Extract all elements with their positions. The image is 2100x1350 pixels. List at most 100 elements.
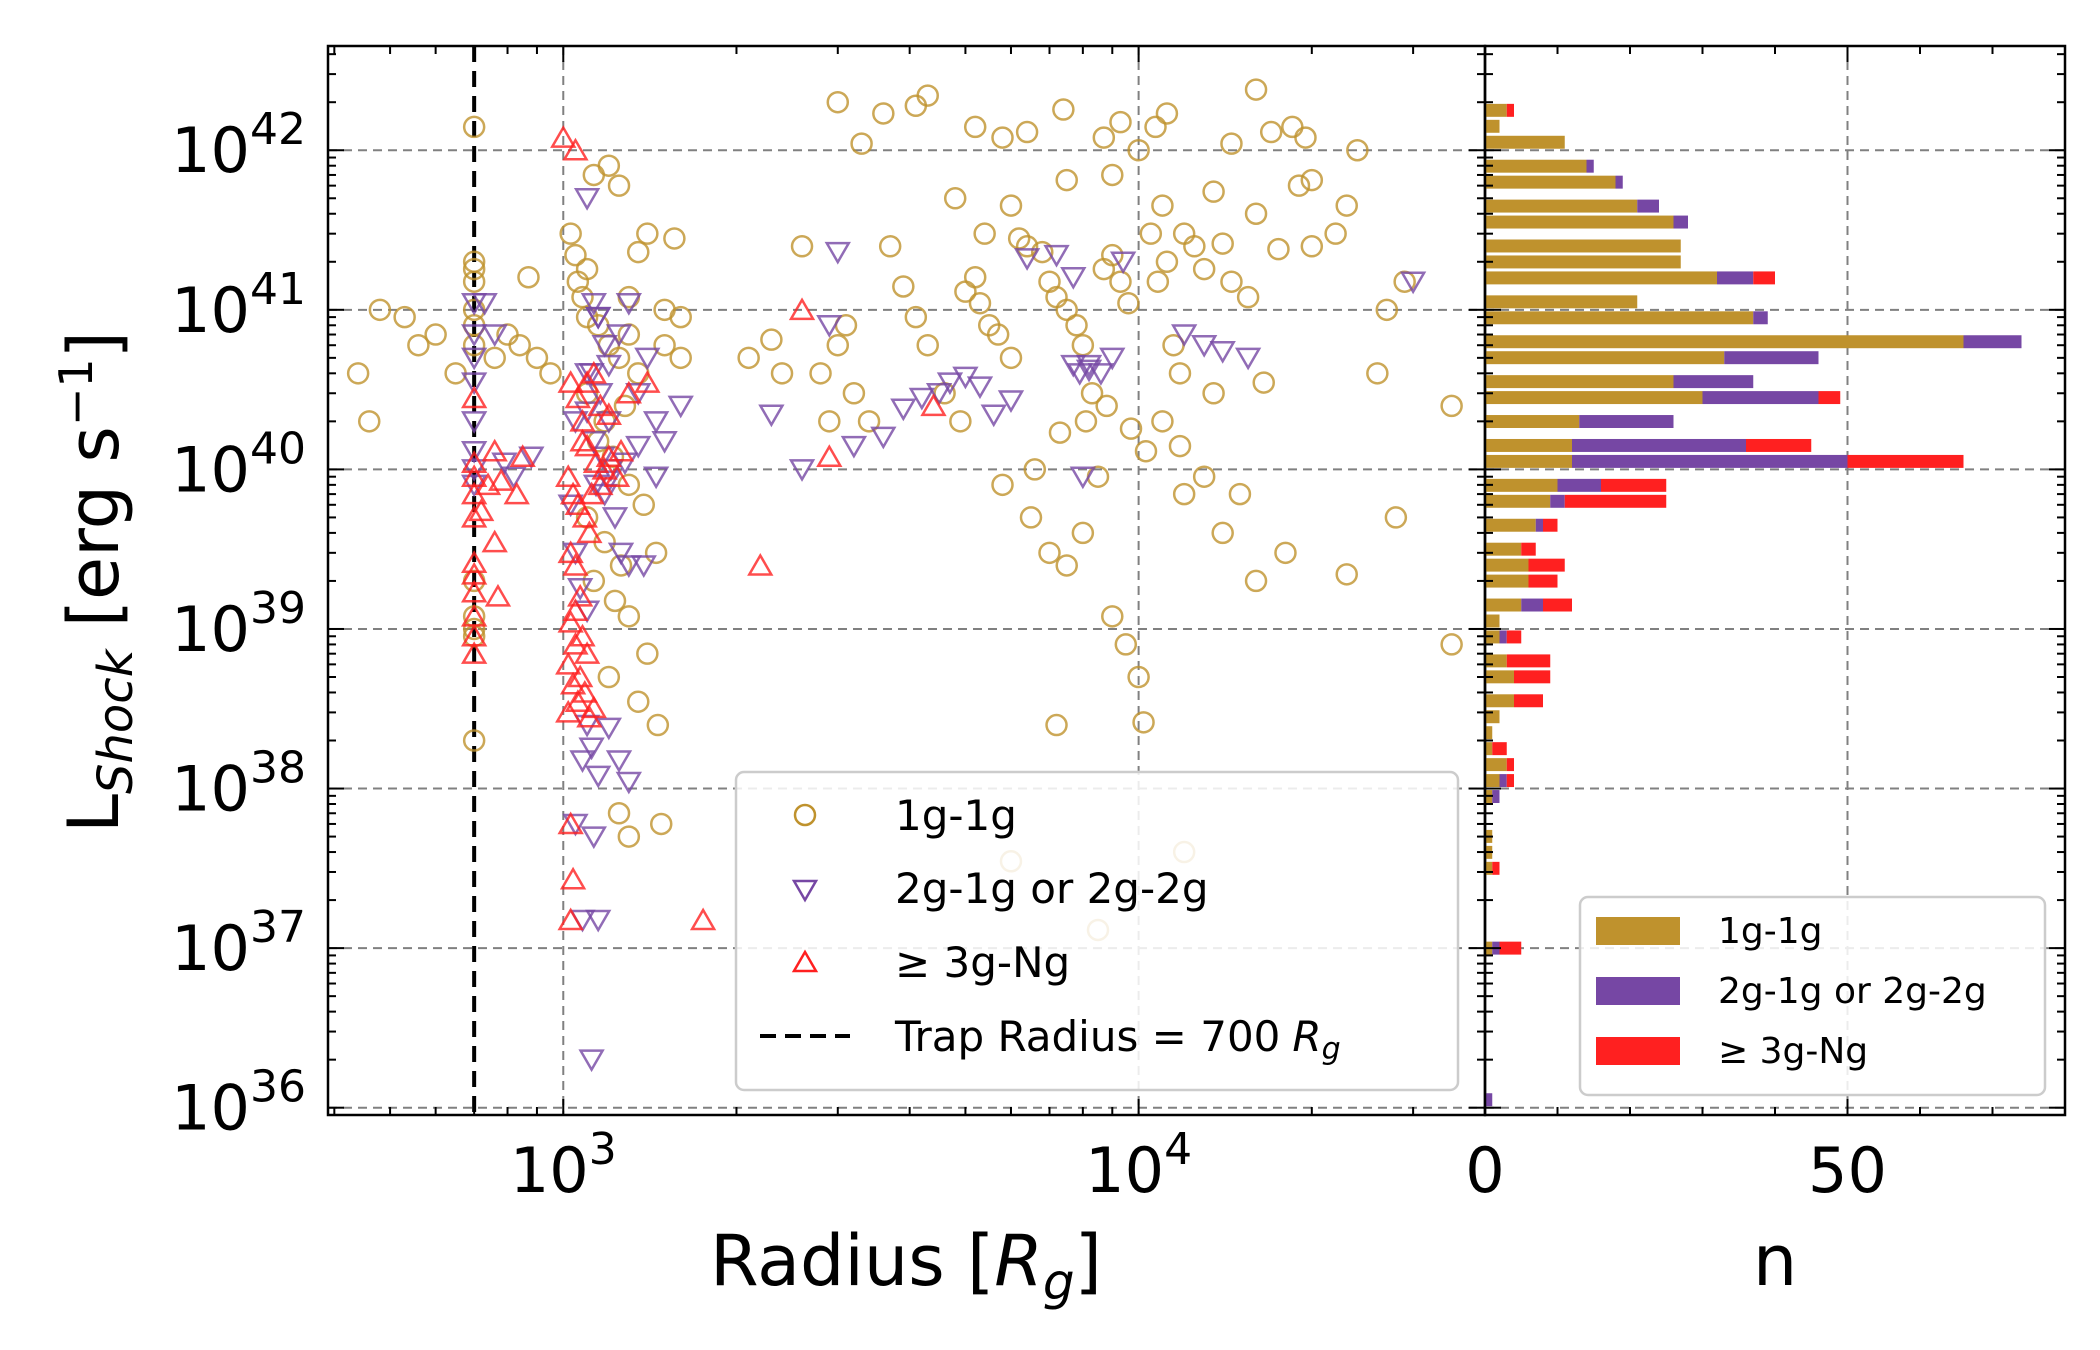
scatter-points [346,78,1463,1073]
hist-legend-label-g3: ≥ 3g-Ng [1718,1031,1868,1072]
data-point-g1 [916,84,939,107]
x-axis-label: Radius [Rg] [710,1220,1102,1311]
data-point-g3 [557,811,584,835]
histogram-bar-g1 [1485,614,1500,628]
data-point-g1 [943,187,967,210]
data-point-g2 [1075,359,1103,383]
data-point-g1 [597,154,621,177]
data-point-g2 [460,324,488,348]
data-point-g1 [613,394,637,418]
data-point-g1 [1168,434,1192,458]
data-point-g1 [636,642,659,665]
histogram-bar-g1 [1485,710,1500,724]
data-point-g3 [573,641,601,664]
data-point-g1 [462,617,486,641]
data-point-g1 [1244,78,1268,101]
data-point-g1 [632,493,656,517]
histogram-bar-g3 [1506,758,1514,772]
data-point-g2 [816,315,843,338]
data-point-g2 [966,376,994,400]
data-point-g3 [562,552,589,576]
data-point-g3 [816,444,843,468]
data-point-g2 [481,324,508,348]
legend-label-g1: 1g-1g [895,791,1017,840]
data-point-g1 [368,298,392,322]
data-point-g1 [857,410,881,433]
data-point-g1 [462,333,486,357]
legend-label-trap: Trap Radius = 700 Rg [894,1012,1341,1067]
data-point-g3 [634,370,661,393]
histogram-bar-g1 [1485,375,1674,389]
data-point-g2 [625,435,652,459]
y-tick-label: 1039 [171,583,306,666]
data-point-g1 [986,323,1010,346]
data-point-g3 [595,402,622,425]
histogram-bar-g1 [1485,861,1493,875]
y-tick-label: 1040 [171,423,306,506]
data-point-g3 [920,393,947,417]
data-point-g1 [1183,235,1206,258]
data-point-g1 [1030,240,1054,264]
data-point-g1 [963,115,987,139]
data-point-g1 [991,126,1014,149]
data-point-g1 [1440,394,1463,418]
histogram-bar-g3 [1506,103,1514,117]
data-point-g1 [603,589,627,613]
data-point-g3 [481,529,508,553]
data-point-g1 [1127,138,1150,162]
data-point-g1 [1101,243,1124,267]
data-point-g1 [963,265,987,289]
histogram-bar-g1 [1485,335,1964,349]
histogram-bar-g3 [1564,494,1667,508]
scatter-panel: 1036 1037 1038 1039 1040 1041 1042 103 104 1g-1… [171,44,1487,1207]
histogram-x-axis-label: n [1753,1220,1797,1302]
data-point-g2 [460,440,488,464]
data-point-g1 [582,163,606,187]
histogram-frame [1483,44,2067,1117]
histogram-x-tick-label: 50 [1808,1134,1887,1207]
data-point-g1 [564,243,587,267]
data-point-g1 [1440,633,1463,656]
data-point-g1 [1109,110,1132,134]
y-axis-label: LShock [erg s−1] [49,331,144,833]
histogram-bar-g3 [1521,542,1536,556]
data-point-g1 [850,132,873,155]
histogram-bar-g3 [1543,598,1572,612]
data-point-g1 [1080,382,1104,405]
data-point-g2 [591,334,618,358]
y-tick-label: 1041 [171,264,306,347]
data-point-g1 [1300,235,1324,258]
histogram-bar-g2 [1557,478,1601,492]
data-point-g1 [999,346,1023,370]
data-point-g2 [607,542,635,566]
data-point-g2 [1099,347,1126,371]
data-point-g1 [826,333,850,357]
data-point-g2 [557,494,584,518]
data-point-g2 [625,383,652,406]
histogram-bar-g1 [1485,742,1493,756]
data-point-g1 [1015,235,1039,258]
histogram-bar-g2 [1702,391,1819,405]
histogram-bar-g1 [1485,311,1754,325]
data-point-g1 [1335,563,1358,586]
data-point-g2 [1013,248,1041,271]
histogram-bar-g2 [1499,774,1507,788]
histogram-bars [1485,103,2022,1107]
data-point-g3 [557,370,584,393]
data-point-g2 [578,737,605,761]
hist-legend-swatch-g3 [1596,1037,1680,1065]
data-point-g2 [460,372,488,396]
data-point-g3 [503,481,530,505]
data-point-g2 [788,459,816,482]
data-point-g1 [1144,115,1167,139]
y-tick-label: 1036 [171,1062,306,1145]
data-point-g3 [567,664,594,688]
scatter-legend: 1g-1g 2g-1g or 2g-2g ≥ 3g-Ng Trap Radius… [734,770,1460,1092]
data-point-g1 [1071,333,1095,357]
histogram-bar-g3 [1492,742,1507,756]
histogram-x-tick-labels: 0 50 [1465,1134,1887,1207]
data-point-g1 [968,291,992,315]
data-point-g1 [517,265,540,289]
data-point-g3 [460,550,488,573]
data-point-g2 [1209,340,1236,364]
